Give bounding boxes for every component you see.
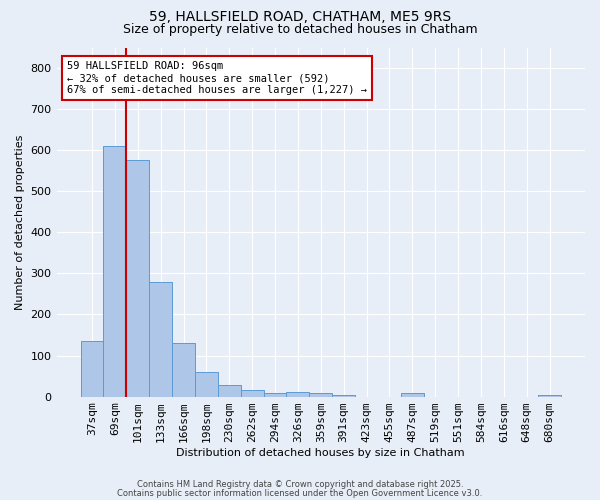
Bar [80, 341, 103, 396]
Bar [103, 146, 127, 397]
Bar [401, 394, 424, 396]
Bar [310, 394, 332, 396]
Bar [332, 394, 355, 396]
Text: Contains public sector information licensed under the Open Government Licence v3: Contains public sector information licen… [118, 488, 482, 498]
Text: Contains HM Land Registry data © Crown copyright and database right 2025.: Contains HM Land Registry data © Crown c… [137, 480, 463, 489]
Bar [127, 160, 149, 396]
Bar [218, 385, 241, 396]
Bar [172, 343, 195, 396]
Y-axis label: Number of detached properties: Number of detached properties [15, 134, 25, 310]
Bar [241, 390, 263, 396]
X-axis label: Distribution of detached houses by size in Chatham: Distribution of detached houses by size … [176, 448, 465, 458]
Bar [263, 394, 286, 396]
Text: 59 HALLSFIELD ROAD: 96sqm
← 32% of detached houses are smaller (592)
67% of semi: 59 HALLSFIELD ROAD: 96sqm ← 32% of detac… [67, 62, 367, 94]
Text: Size of property relative to detached houses in Chatham: Size of property relative to detached ho… [122, 22, 478, 36]
Text: 59, HALLSFIELD ROAD, CHATHAM, ME5 9RS: 59, HALLSFIELD ROAD, CHATHAM, ME5 9RS [149, 10, 451, 24]
Bar [286, 392, 310, 396]
Bar [195, 372, 218, 396]
Bar [149, 282, 172, 397]
Bar [538, 394, 561, 396]
